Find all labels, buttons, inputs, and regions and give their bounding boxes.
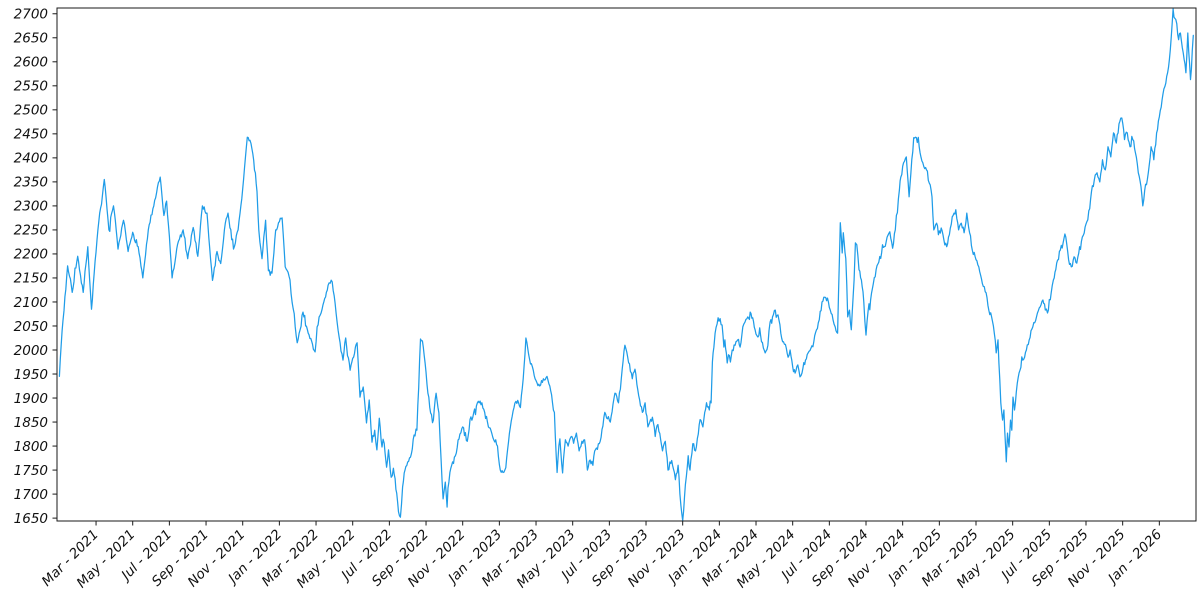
plot-area-border — [56, 7, 1197, 522]
y-tick-label: 2100 — [14, 295, 48, 311]
y-tick-label: 2200 — [14, 247, 48, 263]
y-tick-label: 1650 — [14, 511, 48, 527]
y-tick-label: 2450 — [14, 127, 48, 143]
y-tick-label: 1700 — [14, 487, 48, 503]
y-tick-label: 2150 — [14, 271, 48, 287]
y-tick-label: 2550 — [14, 79, 48, 95]
y-tick-label: 2300 — [14, 199, 48, 215]
y-tick-label: 1900 — [14, 391, 48, 407]
y-tick-label: 2500 — [14, 103, 48, 119]
y-tick-label: 1950 — [14, 367, 48, 383]
y-tick-label: 2350 — [14, 175, 48, 191]
y-tick-label: 2250 — [14, 223, 48, 239]
y-tick-label: 1750 — [14, 463, 48, 479]
y-tick-label: 1800 — [14, 439, 48, 455]
y-tick-label: 1850 — [14, 415, 48, 431]
y-tick-label: 2700 — [14, 7, 48, 23]
y-tick-label: 2600 — [14, 55, 48, 71]
y-tick-label: 2050 — [14, 319, 48, 335]
y-tick-label: 2000 — [14, 343, 48, 359]
y-tick-label: 2650 — [14, 31, 48, 47]
y-tick-label: 2400 — [14, 151, 48, 167]
price-line — [58, 8, 1194, 522]
